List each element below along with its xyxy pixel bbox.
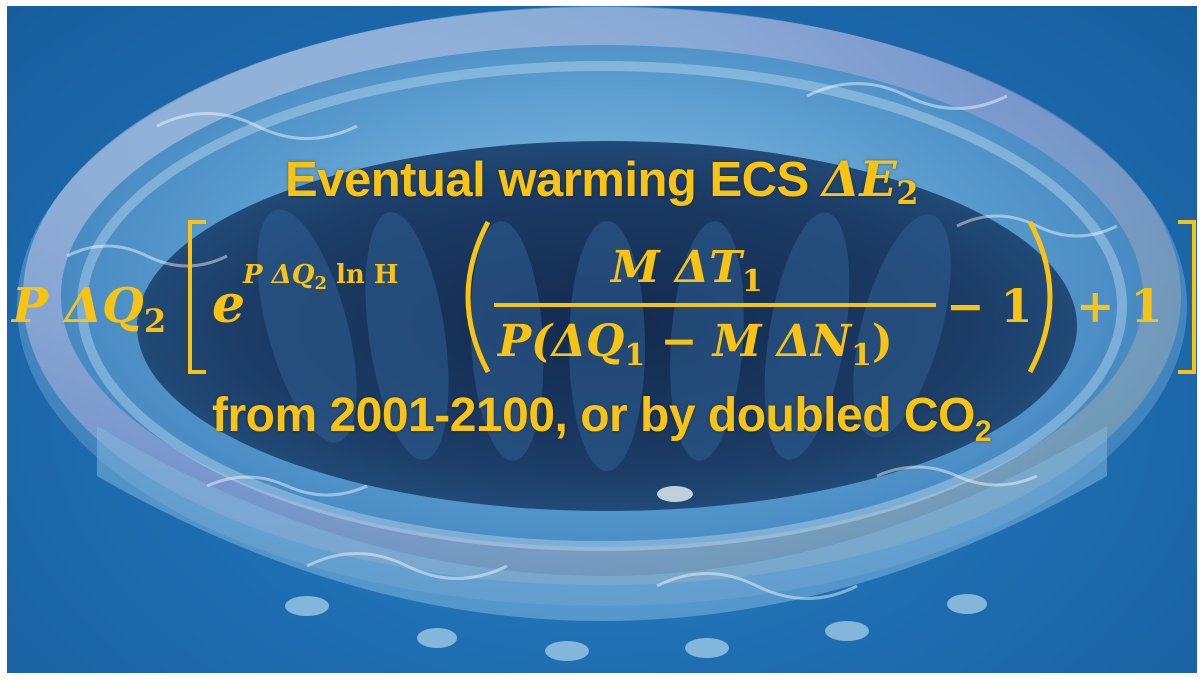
headline-prefix: Eventual warming ECS [285,153,822,207]
footer-subscript: 2 [974,415,992,448]
exp-base: e [212,274,245,335]
formula-lead: P ΔQ2 [10,278,166,340]
headline: Eventual warming ECS ΔE2 [0,150,1203,212]
exponent: P ΔQ2 ln H [242,260,398,294]
right-bracket [1178,220,1196,374]
denominator: P(ΔQ1 − M ΔN1) [496,316,893,373]
headline-symbol: ΔE2 [821,150,919,212]
footer-text: from 2001-2100, or by doubled CO [211,389,975,442]
headline-subscript: 2 [896,174,918,212]
left-paren [465,220,491,374]
footer-line: from 2001-2100, or by doubled CO2 [0,388,1203,449]
left-bracket [188,220,206,374]
right-paren [1027,220,1053,374]
fraction-bar [494,303,936,307]
numerator: M ΔT1 [609,242,763,299]
plus-one: + 1 [1076,279,1163,333]
minus-one: − 1 [946,279,1033,333]
